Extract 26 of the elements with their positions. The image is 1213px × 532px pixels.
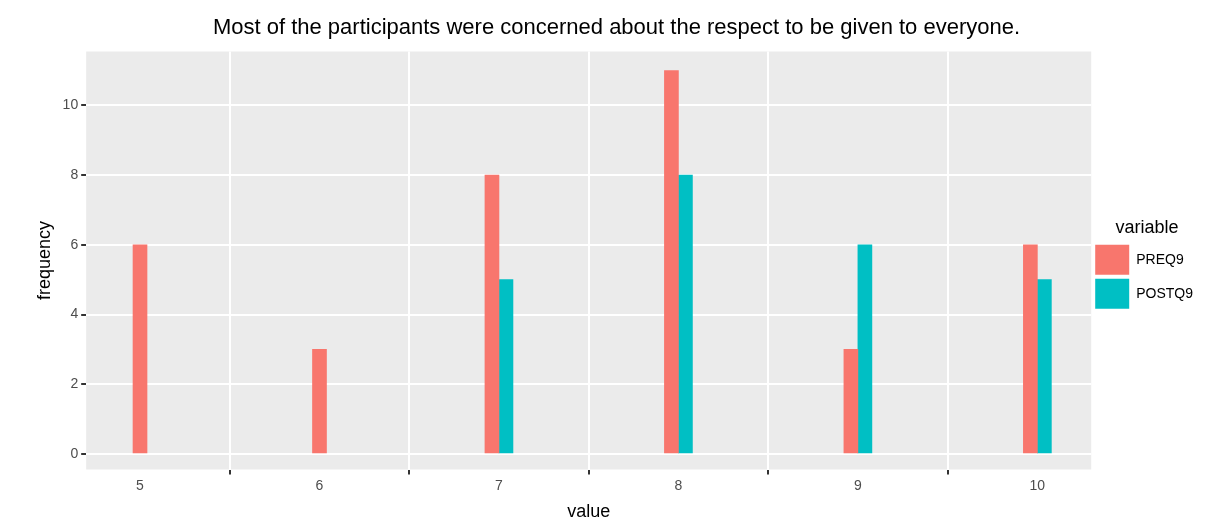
x-tick-label: 8 xyxy=(674,476,683,493)
chart-title: Most of the participants were concerned about the respect to be given to everyone. xyxy=(212,14,1021,40)
bar xyxy=(1037,279,1052,454)
bar xyxy=(484,174,500,454)
bar xyxy=(857,244,873,454)
bar xyxy=(678,174,693,454)
legend-label: POSTQ9 xyxy=(1136,284,1194,301)
bar xyxy=(1023,244,1038,454)
y-tick-label: 2 xyxy=(70,375,79,392)
x-tick-label: 10 xyxy=(1029,476,1046,493)
x-axis-title: value xyxy=(567,501,611,522)
legend-label: PREQ9 xyxy=(1136,250,1184,267)
x-tick-label: 7 xyxy=(495,476,504,493)
y-tick-label: 8 xyxy=(70,165,79,182)
legend-title: variable xyxy=(1115,217,1179,238)
y-tick-label: 6 xyxy=(70,235,79,252)
y-tick-label: 10 xyxy=(62,96,79,113)
bar xyxy=(498,279,514,454)
bar xyxy=(664,70,679,454)
y-axis-title: frequency xyxy=(33,220,54,301)
bar xyxy=(843,349,859,454)
x-tick-label: 6 xyxy=(315,476,324,493)
x-tick-label: 5 xyxy=(136,476,145,493)
y-tick-label: 0 xyxy=(70,444,79,461)
x-tick-label: 9 xyxy=(854,476,862,493)
y-tick-label: 4 xyxy=(70,305,79,322)
